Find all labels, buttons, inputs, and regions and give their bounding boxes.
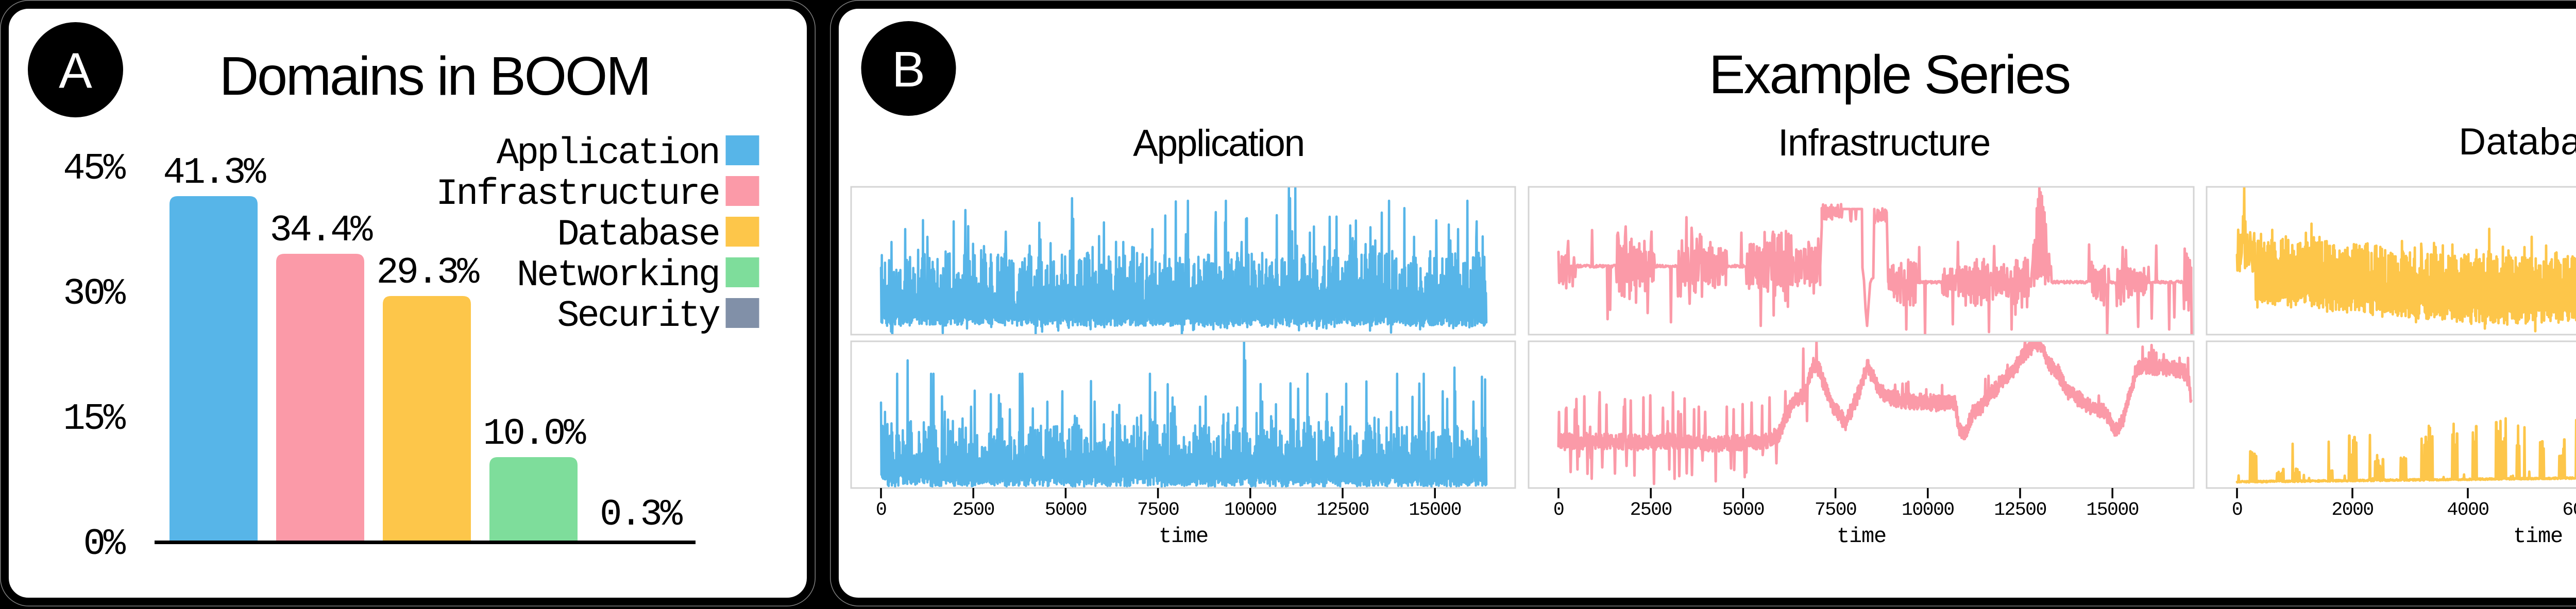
svg-text:29.3%: 29.3%: [376, 252, 480, 294]
svg-text:12500: 12500: [1316, 499, 1369, 520]
svg-text:Security: Security: [557, 295, 719, 337]
svg-text:15%: 15%: [63, 398, 126, 440]
svg-text:10000: 10000: [1224, 499, 1277, 520]
svg-text:Application: Application: [1133, 123, 1304, 164]
svg-text:34.4%: 34.4%: [269, 210, 373, 252]
svg-text:0.3%: 0.3%: [600, 494, 683, 536]
svg-text:2500: 2500: [953, 499, 994, 520]
svg-text:12500: 12500: [1994, 499, 2046, 520]
svg-text:30%: 30%: [63, 273, 126, 315]
svg-text:0: 0: [876, 499, 886, 520]
svg-text:2000: 2000: [2331, 499, 2373, 520]
svg-text:7500: 7500: [1815, 499, 1856, 520]
svg-text:Database: Database: [2459, 121, 2576, 163]
svg-text:Example Series: Example Series: [1709, 44, 2070, 105]
svg-text:Infrastructure: Infrastructure: [1778, 122, 1990, 164]
svg-text:2500: 2500: [1630, 499, 1672, 520]
svg-text:time: time: [2513, 524, 2563, 549]
svg-text:0: 0: [1553, 499, 1564, 520]
svg-text:time: time: [1159, 524, 1208, 549]
svg-text:Application: Application: [497, 132, 719, 175]
svg-text:7500: 7500: [1137, 499, 1179, 520]
svg-text:Infrastructure: Infrastructure: [436, 173, 719, 215]
svg-text:Networking: Networking: [517, 254, 719, 297]
svg-text:10000: 10000: [1902, 499, 1954, 520]
svg-text:Domains in BOOM: Domains in BOOM: [219, 46, 650, 107]
svg-text:15000: 15000: [1409, 499, 1461, 520]
svg-text:45%: 45%: [63, 148, 126, 190]
svg-text:A: A: [59, 43, 92, 99]
svg-text:5000: 5000: [1722, 499, 1764, 520]
svg-text:5000: 5000: [1045, 499, 1087, 520]
svg-text:time: time: [1837, 524, 1886, 549]
svg-text:15000: 15000: [2086, 499, 2139, 520]
svg-text:B: B: [892, 41, 925, 97]
svg-text:0: 0: [2232, 499, 2242, 520]
svg-text:41.3%: 41.3%: [163, 152, 266, 194]
svg-text:0%: 0%: [83, 523, 126, 565]
svg-text:10.0%: 10.0%: [483, 413, 586, 455]
svg-text:Database: Database: [557, 214, 719, 256]
svg-text:6000: 6000: [2562, 499, 2576, 520]
svg-text:4000: 4000: [2447, 499, 2488, 520]
